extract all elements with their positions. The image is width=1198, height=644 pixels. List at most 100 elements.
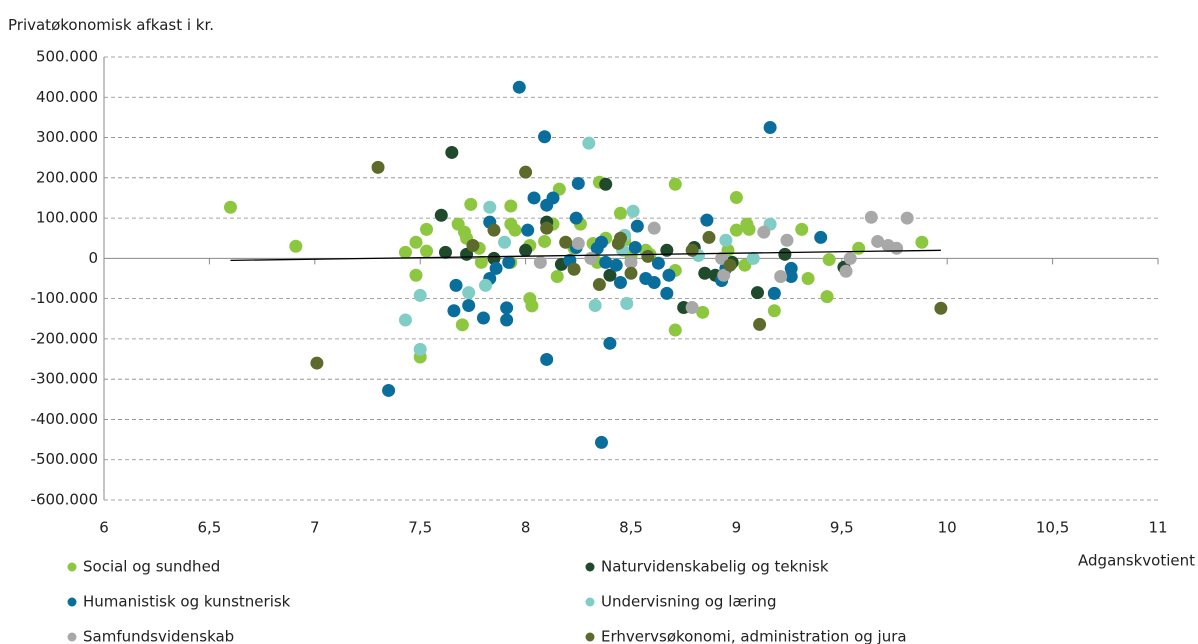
point bbox=[685, 300, 699, 314]
point bbox=[611, 236, 625, 250]
point bbox=[487, 251, 501, 265]
point bbox=[413, 288, 427, 302]
point bbox=[599, 177, 613, 191]
point bbox=[498, 235, 512, 249]
legend-label: Social og sundhed bbox=[83, 558, 220, 576]
legend-marker bbox=[585, 597, 595, 607]
point bbox=[559, 235, 573, 249]
point bbox=[624, 255, 638, 269]
point bbox=[717, 268, 731, 282]
y-tick-label: -500.000 bbox=[31, 450, 98, 468]
y-axis-label: Privatøkonomisk afkast i kr. bbox=[8, 16, 215, 34]
point bbox=[438, 245, 452, 259]
point bbox=[502, 255, 516, 269]
x-tick-label: 7 bbox=[310, 519, 320, 537]
point bbox=[476, 311, 490, 325]
x-tick-label: 9,5 bbox=[830, 519, 854, 537]
point bbox=[449, 278, 463, 292]
legend-marker bbox=[585, 632, 595, 642]
point bbox=[890, 241, 904, 255]
point bbox=[934, 301, 948, 315]
point bbox=[223, 200, 237, 214]
point bbox=[620, 296, 634, 310]
point bbox=[588, 298, 602, 312]
point bbox=[603, 336, 617, 350]
point bbox=[750, 286, 764, 300]
point bbox=[702, 230, 716, 244]
point bbox=[668, 323, 682, 337]
point bbox=[820, 290, 834, 304]
point bbox=[613, 206, 627, 220]
point bbox=[382, 383, 396, 397]
y-tick-label: -200.000 bbox=[31, 329, 98, 347]
point bbox=[533, 255, 547, 269]
legend-marker bbox=[67, 632, 77, 642]
x-tick-label: 8,5 bbox=[619, 519, 643, 537]
point bbox=[784, 269, 798, 283]
point bbox=[592, 278, 606, 292]
point bbox=[455, 318, 469, 332]
point bbox=[289, 239, 303, 253]
y-tick-label: 300.000 bbox=[36, 128, 98, 146]
point bbox=[630, 219, 644, 233]
point bbox=[609, 258, 623, 272]
point bbox=[814, 230, 828, 244]
point bbox=[409, 268, 423, 282]
point bbox=[780, 233, 794, 247]
point bbox=[696, 305, 710, 319]
point bbox=[500, 301, 514, 315]
point bbox=[519, 165, 533, 179]
point bbox=[462, 286, 476, 300]
point bbox=[767, 304, 781, 318]
point bbox=[660, 286, 674, 300]
series bbox=[533, 210, 914, 314]
point bbox=[613, 276, 627, 290]
point bbox=[504, 199, 518, 213]
point bbox=[822, 253, 836, 267]
y-tick-label: 100.000 bbox=[36, 209, 98, 227]
series bbox=[382, 80, 828, 449]
x-tick-label: 11 bbox=[1148, 519, 1167, 537]
point bbox=[719, 233, 733, 247]
point bbox=[603, 268, 617, 282]
series bbox=[310, 160, 948, 370]
point bbox=[398, 245, 412, 259]
point bbox=[839, 264, 853, 278]
point bbox=[871, 234, 885, 248]
point bbox=[571, 236, 585, 250]
point bbox=[594, 235, 608, 249]
y-tick-label: 400.000 bbox=[36, 88, 98, 106]
point bbox=[626, 204, 640, 218]
point bbox=[864, 210, 878, 224]
point bbox=[582, 136, 596, 150]
point bbox=[483, 200, 497, 214]
point bbox=[641, 249, 655, 263]
point bbox=[624, 266, 638, 280]
y-tick-label: -100.000 bbox=[31, 289, 98, 307]
legend-label: Naturvidenskabelig og teknisk bbox=[601, 558, 829, 576]
point bbox=[434, 208, 448, 222]
point bbox=[698, 266, 712, 280]
legend-label: Humanistisk og kunstnerisk bbox=[83, 593, 291, 611]
y-tick-label: -400.000 bbox=[31, 410, 98, 428]
point bbox=[512, 80, 526, 94]
point bbox=[729, 191, 743, 205]
point bbox=[500, 313, 514, 327]
point bbox=[479, 278, 493, 292]
x-tick-label: 8 bbox=[521, 519, 531, 537]
legend-marker bbox=[67, 562, 77, 572]
point bbox=[466, 238, 480, 252]
point bbox=[540, 221, 554, 235]
trend-line bbox=[230, 249, 941, 262]
point bbox=[700, 213, 714, 227]
point bbox=[571, 176, 585, 190]
point bbox=[540, 352, 554, 366]
x-tick-label: 6 bbox=[99, 519, 109, 537]
point bbox=[723, 258, 737, 272]
point bbox=[538, 234, 552, 248]
point bbox=[628, 240, 642, 254]
legend-marker bbox=[67, 597, 77, 607]
y-tick-label: -600.000 bbox=[31, 491, 98, 509]
point bbox=[584, 251, 598, 265]
x-tick-label: 9 bbox=[732, 519, 742, 537]
